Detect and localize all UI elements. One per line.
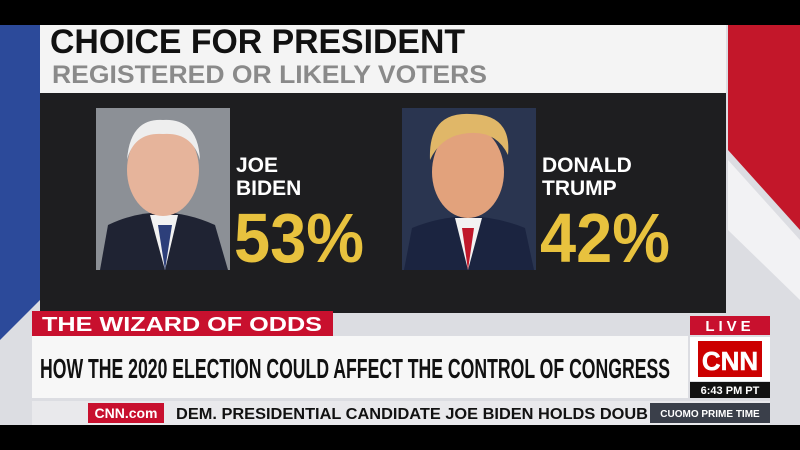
candidate-first-name: DONALD [542,154,632,177]
time: 6:43 PM PT [701,385,760,397]
candidate-last-name: BIDEN [236,177,301,200]
title: CHOICE FOR PRESIDENT [50,23,465,61]
site-box [88,403,164,423]
red-stripe [728,25,800,230]
header-panel [40,25,726,93]
site: CNN.com [94,405,157,421]
show-box [650,403,770,423]
candidate-share: 53% [234,199,364,277]
live-box [690,316,770,335]
tag-box [32,311,333,336]
network-logo: CNN [702,346,758,376]
white-stripe [728,160,800,300]
headline-box [32,336,688,398]
live-label: LIVE [705,318,754,335]
show: CUOMO PRIME TIME [660,409,760,420]
ticker-text: DEM. PRESIDENTIAL CANDIDATE JOE BIDEN HO… [176,406,648,423]
blue-stripe [0,25,40,340]
time-box [690,382,770,398]
subtitle: REGISTERED OR LIKELY VOTERS [52,61,487,89]
biden-photo [96,108,230,270]
candidate-share: 42% [540,199,670,277]
candidate-last-name: TRUMP [542,177,617,200]
logo-red [698,341,762,377]
trump-photo [402,108,536,270]
tag: THE WIZARD OF ODDS [42,314,322,336]
candidate-first-name: JOE [236,154,278,177]
headline: HOW THE 2020 ELECTION COULD AFFECT THE C… [40,353,670,384]
